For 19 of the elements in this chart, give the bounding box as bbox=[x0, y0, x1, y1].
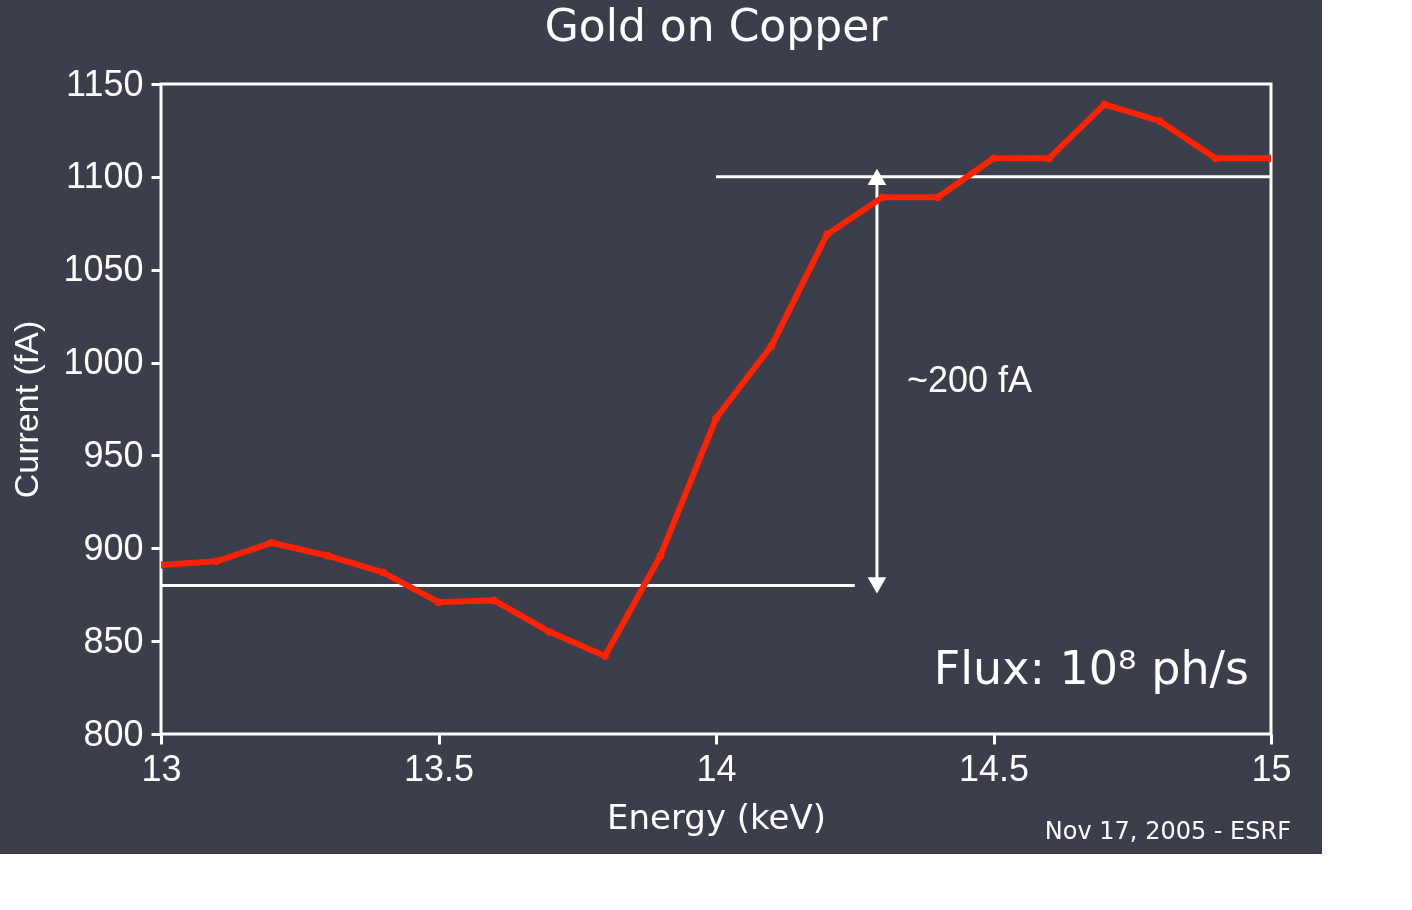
x-axis-title: Energy (keV) bbox=[606, 796, 827, 837]
y-tick-label: 1050 bbox=[63, 248, 144, 290]
y-tick-label: 850 bbox=[83, 619, 144, 661]
x-tick-label: 14.5 bbox=[958, 747, 1030, 789]
x-tick-label: 14 bbox=[696, 747, 737, 789]
annotation: ~200 fA bbox=[906, 359, 1033, 401]
y-tick-label: 950 bbox=[83, 433, 144, 475]
x-tick-label: 13 bbox=[141, 747, 182, 789]
x-tick-label: 13.5 bbox=[403, 747, 475, 789]
y-tick-label: 800 bbox=[83, 712, 144, 754]
x-tick-label: 15 bbox=[1251, 747, 1292, 789]
text: Nov 17, 2005 - ESRF bbox=[1044, 817, 1291, 845]
y-tick-label: 1000 bbox=[63, 341, 144, 383]
chart-title: Gold on Copper bbox=[544, 0, 889, 51]
y-tick-label: 1150 bbox=[66, 62, 144, 104]
annotation: Flux: 10⁸ ph/s bbox=[933, 641, 1249, 695]
y-tick-label: 1100 bbox=[66, 155, 144, 197]
y-axis-title: Current (fA) bbox=[7, 320, 46, 499]
y-tick-label: 900 bbox=[83, 526, 144, 568]
